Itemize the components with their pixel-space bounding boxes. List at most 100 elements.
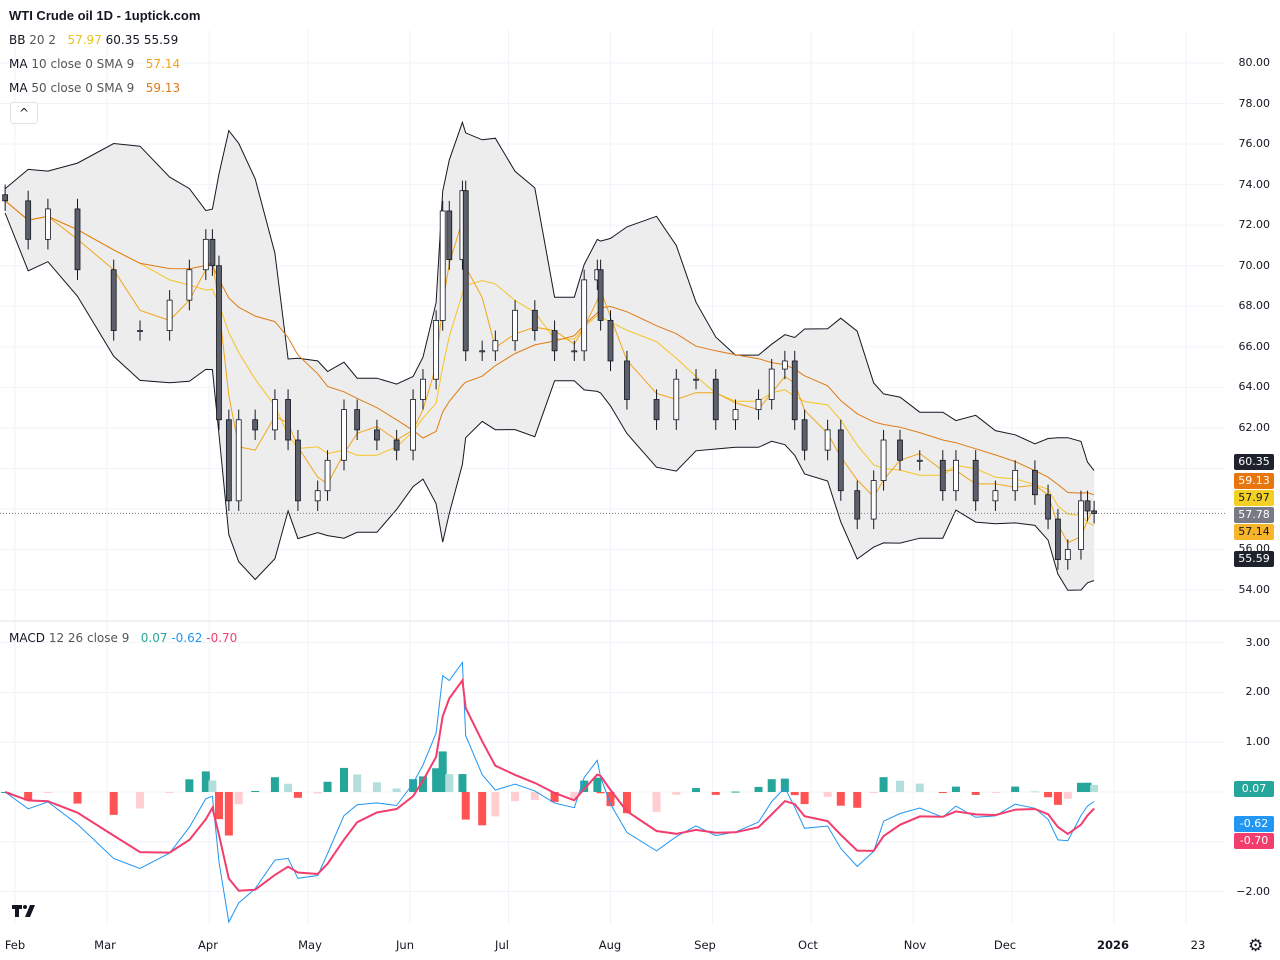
- bb-basis-badge: 57.97: [1234, 490, 1274, 506]
- macd-histogram-bar: [593, 777, 602, 792]
- candle-body: [354, 409, 361, 431]
- macd-histogram-bar: [43, 792, 52, 793]
- candle-body: [433, 320, 440, 380]
- macd-histogram-bar: [971, 792, 980, 795]
- ma10-params: 10 close 0 SMA 9: [31, 57, 135, 71]
- time-axis-label: Aug: [598, 938, 622, 952]
- tradingview-logo[interactable]: [10, 900, 38, 922]
- candle-body: [870, 480, 877, 520]
- macd-histogram-bar: [1053, 792, 1062, 805]
- ma10-line: [4, 200, 1095, 544]
- macd-histogram-bar: [24, 792, 33, 801]
- candle-body: [410, 399, 416, 451]
- macd-line-badge: -0.62: [1234, 816, 1274, 832]
- macd-histogram-bar: [731, 791, 740, 793]
- candle-body: [581, 279, 588, 352]
- candle-body: [673, 378, 680, 421]
- time-axis-label: 23: [1190, 938, 1206, 952]
- candle-body: [285, 399, 291, 441]
- ma10-label: MA: [9, 57, 28, 71]
- gear-icon[interactable]: ⚙: [1248, 936, 1264, 956]
- macd-histogram-bar: [823, 792, 832, 797]
- macd-histogram-bar: [340, 767, 348, 792]
- time-axis-label: Jun: [396, 938, 414, 952]
- macd-histogram-bar: [550, 792, 559, 803]
- macd-histogram-bar: [915, 783, 924, 792]
- macd-axis-label: 1.00: [1245, 735, 1271, 749]
- macd-histogram-bar: [293, 792, 302, 798]
- macd-line: [4, 661, 1095, 924]
- macd-histogram-bar: [800, 792, 809, 805]
- ma50-badge: 59.13: [1234, 473, 1274, 489]
- ma50-value: 59.13: [145, 81, 181, 95]
- macd-histogram-bar: [73, 792, 82, 804]
- candle-body: [295, 439, 301, 502]
- price-axis-label: 76.00: [1238, 137, 1271, 151]
- candle-body: [235, 419, 242, 502]
- candle-body: [166, 299, 173, 331]
- macd-histogram-bar: [692, 788, 701, 792]
- candle-body: [837, 429, 844, 492]
- macd-histogram-bar: [438, 751, 447, 792]
- price-axis-label: 78.00: [1238, 96, 1271, 110]
- macd-histogram-bar: [1083, 782, 1092, 792]
- macd-histogram-bar: [353, 774, 362, 792]
- bb-band-fill: [5, 122, 1095, 591]
- bb-upper-line: [4, 120, 1095, 471]
- macd-histogram-bar: [711, 792, 720, 795]
- macd-histogram-bar: [392, 788, 401, 792]
- candle-body: [272, 399, 278, 431]
- macd-histogram-bar: [445, 774, 454, 792]
- candle-body: [1091, 510, 1098, 514]
- candle-body: [755, 399, 762, 411]
- macd-histogram-bar: [991, 792, 1000, 793]
- time-axis-label: May: [298, 938, 322, 952]
- macd-histogram-bar: [185, 779, 194, 792]
- macd-histogram-bar: [622, 792, 631, 814]
- macd-hist-badge: 0.07: [1234, 781, 1274, 797]
- macd-histogram-bar: [478, 792, 487, 826]
- macd-histogram-bar: [879, 777, 888, 792]
- macd-histogram-bar: [790, 792, 799, 796]
- candle-body: [801, 419, 808, 451]
- macd-histogram-bar: [570, 792, 579, 800]
- candle-body: [916, 459, 923, 462]
- candle-body: [1032, 470, 1038, 496]
- candle-body: [252, 419, 259, 431]
- candle-body: [768, 368, 775, 400]
- time-axis-label: Feb: [4, 938, 26, 952]
- candle-body: [712, 378, 719, 421]
- macd-signal-value: -0.70: [206, 631, 238, 645]
- candle-body: [693, 378, 699, 381]
- macd-histogram-bar: [432, 768, 441, 792]
- chart-title: WTI Crude oil 1D - 1uptick.com: [9, 8, 201, 23]
- macd-histogram-bar: [1011, 786, 1020, 792]
- bb-upper-badge: 60.35: [1234, 454, 1274, 470]
- macd-histogram-bar: [136, 792, 145, 809]
- macd-histogram-bar: [596, 792, 605, 794]
- candle-body: [1078, 500, 1084, 550]
- candle-body: [732, 409, 739, 421]
- price-axis-label: 72.00: [1238, 218, 1271, 232]
- macd-histogram-bar: [165, 792, 174, 793]
- time-axis-label: Apr: [198, 938, 218, 952]
- macd-histogram-bar: [208, 780, 217, 792]
- last-price-badge: 57.78: [1234, 507, 1274, 523]
- time-axis-label: 2026: [1096, 938, 1130, 952]
- time-axis-label: Sep: [694, 938, 716, 952]
- candle-body: [1084, 500, 1091, 512]
- macd-histogram-bar: [1030, 791, 1039, 793]
- chevron-up-icon: ^: [18, 106, 30, 120]
- candle-body: [1045, 494, 1051, 520]
- bb-basis-line: [4, 200, 1095, 527]
- macd-histogram-bar: [869, 792, 878, 793]
- macd-line-value: -0.62: [171, 631, 203, 645]
- macd-histogram-bar: [201, 771, 210, 792]
- ma10-legend: MA 10 close 0 SMA 9 57.14: [9, 57, 180, 71]
- candle-body: [824, 429, 831, 451]
- macd-params: 12 26 close 9: [48, 631, 130, 645]
- candle-body: [653, 399, 660, 421]
- time-axis-label: Jul: [495, 938, 509, 952]
- collapse-legend-button[interactable]: ^: [10, 102, 38, 124]
